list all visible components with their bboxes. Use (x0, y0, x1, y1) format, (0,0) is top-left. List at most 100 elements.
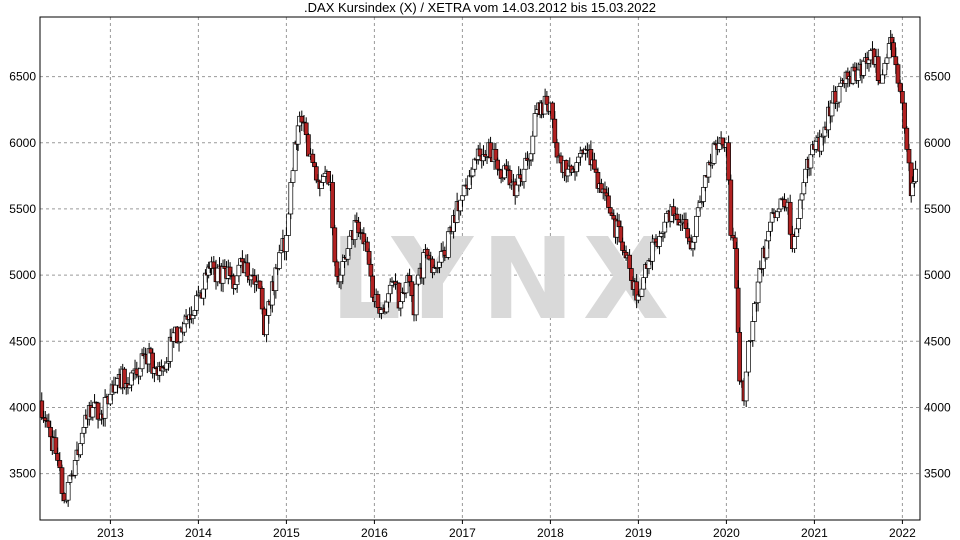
candle-body (59, 467, 65, 494)
y-tick-label-right: 3500 (924, 467, 951, 481)
candle-body (904, 127, 910, 150)
x-tick-label: 2018 (537, 526, 564, 540)
candle-body (897, 82, 903, 92)
candle (445, 230, 451, 260)
y-tick-label-left: 5000 (9, 268, 36, 282)
candle-body (375, 294, 381, 309)
candle-body (836, 86, 842, 103)
candle-body (893, 56, 899, 66)
y-tick-label-left: 4000 (9, 400, 36, 414)
y-tick-label-left: 6000 (9, 136, 36, 150)
candle (746, 340, 751, 377)
watermark: LYNX (330, 215, 677, 345)
candle (728, 174, 734, 241)
x-tick-label: 2022 (889, 526, 916, 540)
candle-body (627, 254, 632, 269)
plot-frame (39, 16, 921, 521)
grid (40, 17, 920, 520)
y-tick-label-right: 6500 (924, 70, 951, 84)
candle-body (334, 261, 340, 277)
x-tick-label: 2021 (801, 526, 828, 540)
candle-body (403, 282, 409, 294)
candle (726, 135, 731, 185)
candle-body (906, 149, 912, 164)
candle-body (321, 176, 326, 183)
candle-body (370, 275, 375, 298)
x-tick-label: 2020 (713, 526, 740, 540)
candle-body (552, 118, 558, 144)
candle-body (755, 281, 761, 304)
candle-body (284, 235, 289, 252)
candle (61, 492, 67, 504)
candle-body (606, 195, 611, 208)
candle-body (332, 227, 338, 263)
candle-body (880, 74, 885, 84)
y-tick-label-left: 5500 (9, 202, 36, 216)
candle (904, 126, 910, 152)
candle-body (445, 231, 451, 258)
candle-body (639, 288, 645, 297)
candle-body (730, 235, 736, 239)
y-tick-label-left: 3500 (9, 467, 36, 481)
candle-body (875, 56, 881, 82)
candle (306, 133, 311, 157)
x-tick-label: 2019 (625, 526, 652, 540)
candle (735, 280, 741, 334)
candle-body (65, 482, 71, 501)
tick-labels: 3500 3500 4000 4000 4500 4500 5000 5000 5500 5500… (9, 70, 951, 540)
candle-body (726, 142, 731, 181)
candle-body (277, 252, 282, 269)
candle-body (330, 182, 335, 229)
x-tick-label: 2013 (97, 526, 124, 540)
candles (39, 30, 918, 507)
candle-body (310, 153, 316, 163)
candle (332, 224, 338, 267)
candle-body (787, 201, 793, 235)
candle-body (550, 102, 555, 120)
candle-body (194, 295, 199, 311)
x-tick-label: 2017 (449, 526, 476, 540)
candle-body (737, 332, 742, 382)
y-tick-label-right: 5000 (924, 268, 951, 282)
candle-body (792, 236, 797, 249)
candle (875, 48, 881, 86)
candle-body (913, 168, 918, 182)
candle-body (264, 315, 269, 336)
candle-body (495, 159, 500, 170)
candle (286, 212, 291, 236)
candle-body (650, 241, 655, 262)
candle-body (611, 215, 617, 220)
candle-body (521, 168, 527, 183)
candle-body (554, 142, 560, 158)
candle (288, 178, 294, 220)
candle-body (288, 182, 294, 215)
candle-body (211, 261, 217, 269)
y-tick-label-right: 4500 (924, 334, 951, 348)
chart-title: .DAX Kursindex (X) / XETRA vom 14.03.201… (304, 0, 656, 15)
candle-body (530, 135, 536, 155)
candle (554, 138, 560, 164)
candle-body (750, 321, 756, 341)
x-tick-label: 2015 (273, 526, 300, 540)
y-tick-label-left: 6500 (9, 70, 36, 84)
candle-body (259, 288, 265, 310)
candle (330, 174, 335, 236)
candle (257, 280, 263, 289)
candle-body (413, 283, 419, 316)
candle-body (290, 170, 296, 183)
candle-body (882, 62, 888, 76)
candle-body (409, 281, 415, 297)
candle-body (532, 113, 538, 137)
candle-body (902, 102, 907, 129)
candle-body (891, 42, 896, 58)
candle (787, 194, 793, 236)
y-tick-label-left: 4500 (9, 334, 36, 348)
candle-body (900, 91, 905, 104)
candle-body (245, 262, 251, 277)
y-tick-label-right: 4000 (924, 400, 951, 414)
candle-body (90, 407, 96, 418)
candle-body (743, 371, 749, 402)
candle-body (592, 159, 597, 170)
y-tick-label-right: 5500 (924, 202, 951, 216)
